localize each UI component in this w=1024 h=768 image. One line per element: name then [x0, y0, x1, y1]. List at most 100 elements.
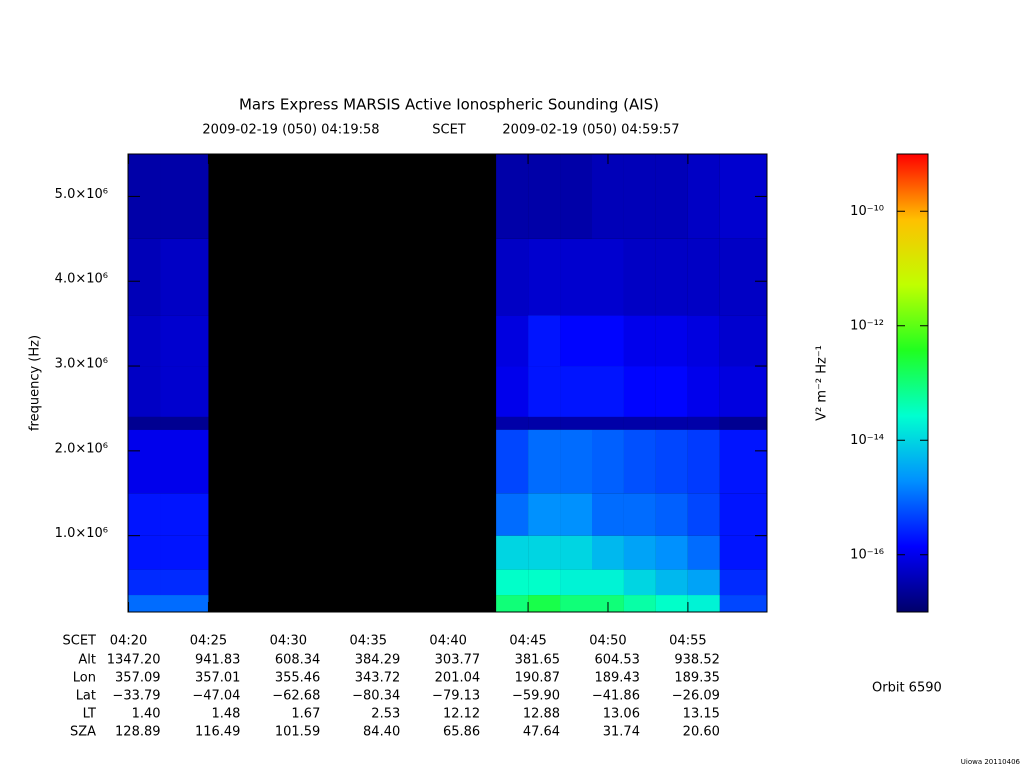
spectrogram-cell [687, 416, 720, 430]
spectrogram-cell [128, 535, 161, 570]
ephemeris-label: SZA [70, 725, 96, 740]
spectrogram-cell [687, 315, 720, 367]
spectrogram-cell [160, 366, 209, 417]
spectrogram-cell [623, 493, 656, 536]
spectrogram [128, 154, 767, 612]
x-tick-label: 04:55 [669, 634, 706, 649]
credit: Uiowa 20110406 [961, 758, 1021, 766]
spectrogram-cell [528, 429, 561, 494]
spectrogram-cell [128, 595, 161, 612]
ephemeris-value: 1.67 [291, 707, 320, 722]
ephemeris-value: 357.01 [195, 671, 241, 686]
colorbar-tick-label: 10⁻¹⁰ [850, 204, 884, 219]
colorbar-label: V² m⁻² Hz⁻¹ [815, 345, 830, 421]
y-tick-label: 1.0×10⁶ [55, 526, 108, 541]
ephemeris-value: −33.79 [112, 689, 160, 704]
spectrogram-cell [528, 595, 561, 612]
spectrogram-cell [160, 429, 209, 494]
spectrogram-cell [496, 154, 529, 239]
x-tick-label: 04:45 [509, 634, 546, 649]
start-time: 2009-02-19 (050) 04:19:58 [202, 123, 379, 138]
spectrogram-cell [719, 493, 767, 536]
ephemeris-value: 1347.20 [107, 653, 161, 668]
y-tick-label: 2.0×10⁶ [55, 441, 108, 456]
ephemeris-value: 189.35 [674, 671, 720, 686]
time-system: SCET [432, 123, 466, 138]
plot-frame [127, 153, 768, 613]
spectrogram-cell [496, 595, 529, 612]
ephemeris-value: 608.34 [275, 653, 321, 668]
x-tick-label: 04:30 [270, 634, 307, 649]
ephemeris-value: −26.09 [672, 689, 720, 704]
spectrogram-cell [719, 429, 767, 494]
ephemeris-value: 12.88 [523, 707, 560, 722]
spectrogram-cell [623, 416, 656, 430]
spectrogram-cell [128, 569, 161, 596]
x-tick-label: 04:40 [429, 634, 466, 649]
ephemeris-value: 604.53 [594, 653, 640, 668]
spectrogram-cell [623, 238, 656, 316]
spectrogram-cell [687, 535, 720, 570]
spectrogram-cell [128, 315, 161, 367]
ephemeris-value: 116.49 [195, 725, 241, 740]
spectrogram-cell [623, 569, 656, 596]
y-tick-label: 5.0×10⁶ [55, 187, 108, 202]
spectrogram-cell [655, 429, 688, 494]
spectrogram-cell [496, 493, 529, 536]
spectrogram-cell [496, 315, 529, 367]
spectrogram-cell [592, 154, 624, 239]
spectrogram-cell [592, 569, 624, 596]
colorbar [897, 154, 928, 612]
colorbar-tick-label: 10⁻¹⁴ [850, 433, 884, 448]
spectrogram-cell [528, 366, 561, 417]
ephemeris-value: 2.53 [371, 707, 400, 722]
spectrogram-cell [560, 429, 593, 494]
spectrogram-cell [496, 535, 529, 570]
spectrogram-cell [560, 493, 593, 536]
spectrogram-cell [592, 535, 624, 570]
spectrogram-cell [719, 238, 767, 316]
spectrogram-cell [687, 154, 720, 239]
y-tick-label: 3.0×10⁶ [55, 357, 108, 372]
spectrogram-cell [128, 493, 161, 536]
ephemeris-value: −59.90 [512, 689, 560, 704]
spectrogram-cell [160, 595, 209, 612]
ephemeris-value: 128.89 [115, 725, 161, 740]
spectrogram-cell [560, 535, 593, 570]
spectrogram-cell [128, 366, 161, 417]
spectrogram-cell [528, 493, 561, 536]
spectrogram-cell [655, 493, 688, 536]
spectrogram-cell [687, 429, 720, 494]
spectrogram-cell [528, 569, 561, 596]
spectrogram-cell [623, 315, 656, 367]
spectrogram-cell [719, 416, 767, 430]
spectrogram-cell [160, 238, 209, 316]
spectrogram-cell [160, 154, 209, 239]
spectrogram-cell [719, 595, 767, 612]
ephemeris-value: 303.77 [435, 653, 481, 668]
x-tick-label: 04:20 [110, 634, 147, 649]
spectrogram-cell [655, 154, 688, 239]
ephemeris-value: 84.40 [363, 725, 400, 740]
spectrogram-cell [560, 569, 593, 596]
spectrogram-cell [496, 366, 529, 417]
spectrogram-cell [560, 416, 593, 430]
colorbar-tick-label: 10⁻¹² [850, 318, 884, 333]
spectrogram-cell [687, 238, 720, 316]
spectrogram-cell [496, 429, 529, 494]
spectrogram-cell [655, 569, 688, 596]
ephemeris-value: −79.13 [432, 689, 480, 704]
ephemeris-value: 13.15 [683, 707, 720, 722]
spectrogram-cell [655, 366, 688, 417]
end-time: 2009-02-19 (050) 04:59:57 [502, 123, 679, 138]
spectrogram-cell [655, 315, 688, 367]
spectrogram-cell [496, 416, 529, 430]
spectrogram-cell [496, 569, 529, 596]
spectrogram-cell [655, 416, 688, 430]
spectrogram-cell [719, 535, 767, 570]
ephemeris-value: 13.06 [603, 707, 640, 722]
ephemeris-value: −41.86 [592, 689, 640, 704]
ephemeris-value: 189.43 [594, 671, 640, 686]
spectrogram-cell [160, 493, 209, 536]
